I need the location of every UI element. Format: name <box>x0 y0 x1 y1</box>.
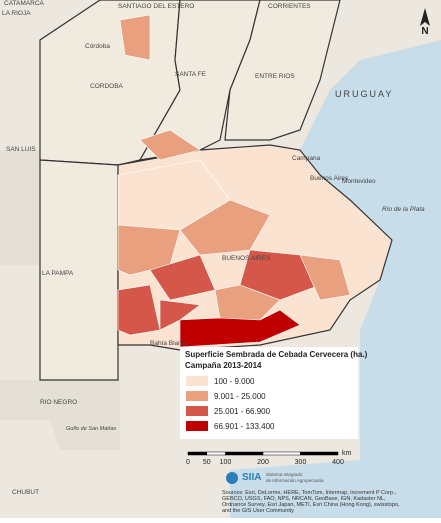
place-label: SAN LUIS <box>6 146 36 153</box>
place-label: CHUBUT <box>12 489 39 496</box>
place-label: URUGUAY <box>335 89 393 99</box>
legend-label: 100 - 9.000 <box>214 377 255 386</box>
district <box>299 254 351 301</box>
scale-tick-label: 100 <box>220 459 232 466</box>
district <box>159 299 201 331</box>
north-arrow: N <box>421 26 428 37</box>
place-label: SANTIAGO DEL ESTERO <box>118 3 194 10</box>
scale-segment <box>187 451 207 456</box>
district <box>214 284 281 321</box>
la-pampa-province <box>39 159 119 381</box>
logo-subtitle: de Información Agropecuaria <box>266 478 324 483</box>
place-label: Golfo de San Matías <box>66 426 116 432</box>
place-label: Bahía Blanca <box>150 340 189 347</box>
legend-swatch <box>186 406 208 416</box>
scale-segment <box>262 451 301 456</box>
sources: GEBCO, USGS, FAO, NPS, NRCAN, GeoBase, I… <box>222 496 386 502</box>
legend-swatch <box>186 391 208 401</box>
place-label: LA PAMPA <box>42 270 74 277</box>
district <box>139 129 201 161</box>
legend-box <box>180 347 358 439</box>
legend: Superficie Sembrada de Cebada Cervecera … <box>180 347 368 439</box>
place-label: Río de la Plata <box>382 206 425 213</box>
legend-label: 66.901 - 133.400 <box>214 422 275 431</box>
sea <box>230 40 441 518</box>
district <box>119 14 151 61</box>
logo-name: SIIA <box>242 472 261 483</box>
scale-tick-label: 200 <box>257 459 269 466</box>
north-arrow-icon <box>420 8 430 26</box>
place-label: LA RIOJA <box>2 10 31 17</box>
legend-subtitle: Campaña 2013-2014 <box>185 361 262 370</box>
place-label: Montevideo <box>342 178 376 185</box>
place-label: RIO NEGRO <box>40 399 77 406</box>
place-label: ENTRE RIOS <box>255 73 295 80</box>
legend-swatch <box>186 376 208 386</box>
place-label: CORDOBA <box>90 83 124 90</box>
scale-unit: km <box>342 450 352 457</box>
neighbor-regions <box>0 150 120 450</box>
legend-label: 25.001 - 66.900 <box>214 407 271 416</box>
legend-swatch <box>186 421 208 431</box>
logo: SIIA Sistema Integrado de Información Ag… <box>226 472 324 484</box>
district <box>117 284 161 336</box>
sources: Ordnance Survey, Esri Japan, METI, Esri … <box>222 502 400 508</box>
scale-tick-label: 50 <box>203 459 211 466</box>
district <box>239 249 321 301</box>
district <box>179 199 271 256</box>
entre-rios-province <box>224 0 341 141</box>
place-label: CORRIENTES <box>268 3 311 10</box>
place-label: CATAMARCA <box>4 0 45 7</box>
scale-tick-label: 300 <box>295 459 307 466</box>
sources: Sources: Esri, DeLorme, HERE, TomTom, In… <box>222 490 396 496</box>
scale-segment <box>300 451 339 456</box>
place-label: Buenos Aires <box>310 175 349 182</box>
scale-tick-label: 400 <box>332 459 344 466</box>
legend-label: 9.001 - 25.000 <box>214 392 266 401</box>
legend-title: Superficie Sembrada de Cebada Cervecera … <box>185 350 368 359</box>
scale-segment <box>206 451 226 456</box>
district <box>179 309 301 348</box>
place-label: Campana <box>292 155 321 162</box>
scale-tick-label: 0 <box>186 459 190 466</box>
place-label: BUENOS AIRES <box>222 255 271 262</box>
scale-bar: 0 50 100 200 300 400 km <box>186 450 351 466</box>
sources: and the GIS User Community <box>222 508 294 514</box>
scale-segment <box>225 451 264 456</box>
place-label: SANTA FE <box>175 71 207 78</box>
place-label: Córdoba <box>85 43 110 50</box>
logo-icon <box>226 472 238 484</box>
logo-subtitle: Sistema Integrado <box>266 472 303 477</box>
